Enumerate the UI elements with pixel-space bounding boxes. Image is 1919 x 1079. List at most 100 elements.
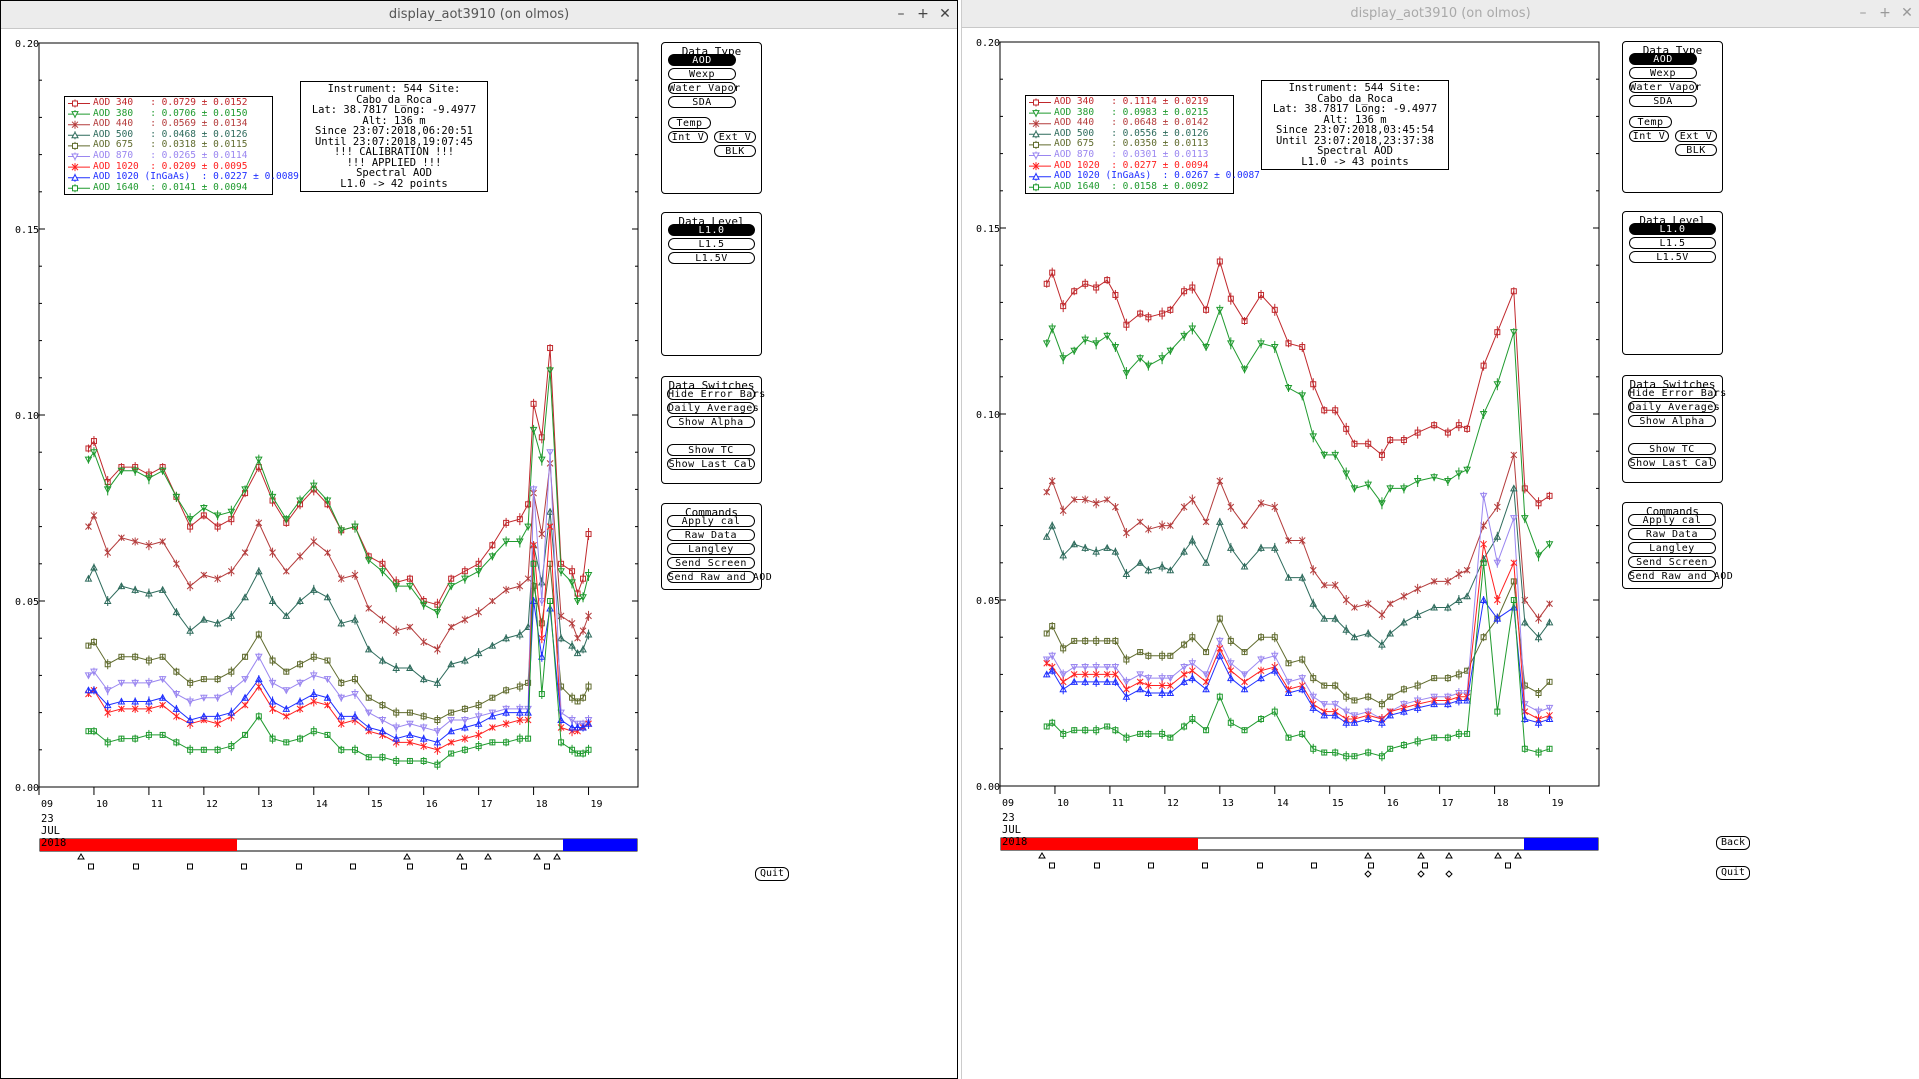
send-raw-and-aod-button[interactable]: Send Raw and AOD: [1628, 570, 1734, 582]
aod-button[interactable]: AOD: [1629, 53, 1697, 65]
data-point-aod-500: [172, 608, 181, 616]
data-point-aod-1640: [1071, 727, 1078, 734]
data-point-aod-440: [1400, 592, 1408, 600]
data-point-aod-870: [1270, 652, 1279, 660]
level-l1-0-button[interactable]: L1.0: [1629, 223, 1716, 235]
data-point-aod-380: [1298, 392, 1307, 400]
legend-marker: [72, 142, 78, 149]
send-raw-and-aod-button[interactable]: Send Raw and AOD: [667, 571, 773, 583]
legend: AOD 340 : 0.0729 ± 0.0152 AOD 380 : 0.070…: [64, 96, 299, 196]
level-l1-0-button[interactable]: L1.0: [668, 224, 755, 236]
temp-button[interactable]: Temp: [1629, 116, 1672, 128]
level-l1-5v-button[interactable]: L1.5V: [1629, 251, 1716, 263]
title-bar[interactable]: display_aot3910 (on olmos) – + ✕: [1, 1, 957, 29]
daily-averages-button[interactable]: Daily Averages: [667, 402, 760, 414]
daily-averages-button[interactable]: Daily Averages: [1628, 401, 1721, 413]
legend-entry-aod-340: AOD 340 : 0.0729 ± 0.0152: [93, 97, 248, 108]
data-point-aod-500: [392, 663, 401, 671]
show-last-cal-button[interactable]: Show Last Cal: [667, 458, 755, 470]
data-point-aod-1020: [574, 727, 581, 735]
apply-cal-button[interactable]: Apply cal: [1628, 514, 1716, 526]
data-point-aod-500: [1257, 543, 1265, 551]
water-vapor-button[interactable]: Water Vapor: [668, 82, 741, 94]
data-point-aod-675: [200, 676, 207, 683]
langley-button[interactable]: Langley: [667, 543, 755, 555]
data-point-aod-340: [90, 438, 97, 445]
close-icon[interactable]: ✕: [939, 6, 951, 22]
level-l1-5v-button[interactable]: L1.5V: [668, 252, 755, 264]
data-point-aod-1020-ingaas: [1081, 677, 1090, 685]
data-point-aod-1640: [1299, 730, 1306, 737]
title-bar[interactable]: display_aot3910 (on olmos) – + ✕: [962, 0, 1919, 28]
series-line-aod-500: [88, 511, 590, 684]
show-tc-button[interactable]: Show TC: [667, 444, 755, 456]
info-line: Lat: 38.7817 Long: -9.4977 Alt: 136 m: [1272, 103, 1438, 126]
data-point-aod-500: [186, 626, 194, 634]
data-point-aod-675: [283, 668, 290, 675]
level-l1-5-button[interactable]: L1.5: [1629, 237, 1716, 249]
back-button[interactable]: Back: [1716, 836, 1751, 850]
aod-button[interactable]: AOD: [668, 54, 736, 66]
level-l1-5-button[interactable]: L1.5: [668, 238, 755, 250]
data-point-aod-675: [1414, 682, 1421, 689]
sda-button[interactable]: SDA: [1629, 95, 1697, 107]
raw-data-button[interactable]: Raw Data: [1628, 528, 1716, 540]
data-point-aod-1020-ingaas: [1257, 674, 1265, 682]
data-point-aod-675: [173, 668, 180, 675]
data-point-aod-500: [1059, 551, 1068, 559]
quit-button[interactable]: Quit: [1716, 866, 1751, 880]
timeline-marker: [88, 863, 94, 870]
apply-cal-button[interactable]: Apply cal: [667, 515, 755, 527]
data-point-aod-1640: [448, 750, 455, 757]
data-point-aod-675: [569, 694, 576, 701]
hide-error-bars-button[interactable]: Hide Error Bars: [1628, 387, 1727, 399]
data-point-aod-440: [159, 538, 167, 545]
info-line: L1.0 -> 43 points: [1301, 155, 1409, 168]
data-point-aod-340: [200, 512, 207, 519]
data-point-aod-440: [241, 549, 249, 556]
raw-data-button[interactable]: Raw Data: [667, 529, 755, 541]
data-point-aod-870: [1309, 693, 1318, 701]
data-point-aod-1020: [1103, 671, 1111, 678]
send-screen-button[interactable]: Send Screen: [667, 557, 755, 569]
data-point-aod-870: [1226, 660, 1235, 668]
data-point-aod-1020-ingaas: [1180, 677, 1188, 685]
timeline-marker: [187, 863, 193, 870]
int-v-button[interactable]: Int V: [1629, 130, 1669, 142]
blk-button[interactable]: BLK: [714, 145, 756, 157]
langley-button[interactable]: Langley: [1628, 542, 1716, 554]
quit-button[interactable]: Quit: [755, 867, 790, 881]
blk-button[interactable]: BLK: [1675, 144, 1717, 156]
int-v-button[interactable]: Int V: [668, 131, 708, 143]
data-point-aod-380: [1103, 332, 1112, 340]
wexp-button[interactable]: Wexp: [1629, 67, 1697, 79]
data-point-aod-1020-ingaas: [213, 712, 222, 720]
show-tc-button[interactable]: Show TC: [1628, 443, 1716, 455]
water-vapor-button[interactable]: Water Vapor: [1629, 81, 1702, 93]
show-alpha-button[interactable]: Show Alpha: [667, 416, 755, 428]
data-point-aod-1020-ingaas: [1444, 700, 1452, 708]
data-point-aod-380: [1455, 470, 1463, 478]
send-screen-button[interactable]: Send Screen: [1628, 556, 1716, 568]
minimize-icon[interactable]: –: [897, 6, 905, 22]
wexp-button[interactable]: Wexp: [668, 68, 736, 80]
data-point-aod-870: [1042, 656, 1051, 664]
ext-v-button[interactable]: Ext V: [714, 131, 756, 143]
hide-error-bars-button[interactable]: Hide Error Bars: [667, 388, 766, 400]
show-alpha-button[interactable]: Show Alpha: [1628, 415, 1716, 427]
minimize-icon[interactable]: –: [1859, 5, 1867, 21]
data-point-aod-340: [530, 400, 537, 407]
maximize-icon[interactable]: +: [917, 6, 929, 22]
show-last-cal-button[interactable]: Show Last Cal: [1628, 457, 1716, 469]
close-icon[interactable]: ✕: [1901, 5, 1913, 21]
data-point-aod-500: [1534, 633, 1543, 641]
data-point-aod-380: [1166, 347, 1175, 355]
data-point-aod-500: [1378, 640, 1386, 648]
maximize-icon[interactable]: +: [1879, 5, 1891, 21]
sda-button[interactable]: SDA: [668, 96, 736, 108]
ext-v-button[interactable]: Ext V: [1675, 130, 1717, 142]
x-tick-label: 19: [1552, 798, 1564, 809]
temp-button[interactable]: Temp: [668, 117, 711, 129]
data-point-aod-500: [568, 641, 576, 649]
data-point-aod-870: [516, 705, 524, 713]
